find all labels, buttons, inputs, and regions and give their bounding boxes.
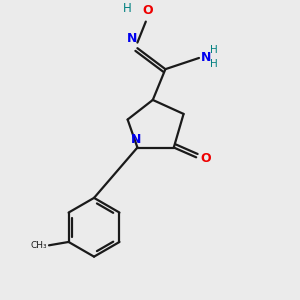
Text: N: N [131, 133, 141, 146]
Text: H: H [123, 2, 132, 15]
Text: H: H [210, 45, 218, 55]
Text: H: H [210, 59, 218, 69]
Text: N: N [127, 32, 138, 45]
Text: O: O [142, 4, 152, 17]
Text: CH₃: CH₃ [30, 241, 47, 250]
Text: N: N [201, 51, 212, 64]
Text: O: O [200, 152, 211, 165]
